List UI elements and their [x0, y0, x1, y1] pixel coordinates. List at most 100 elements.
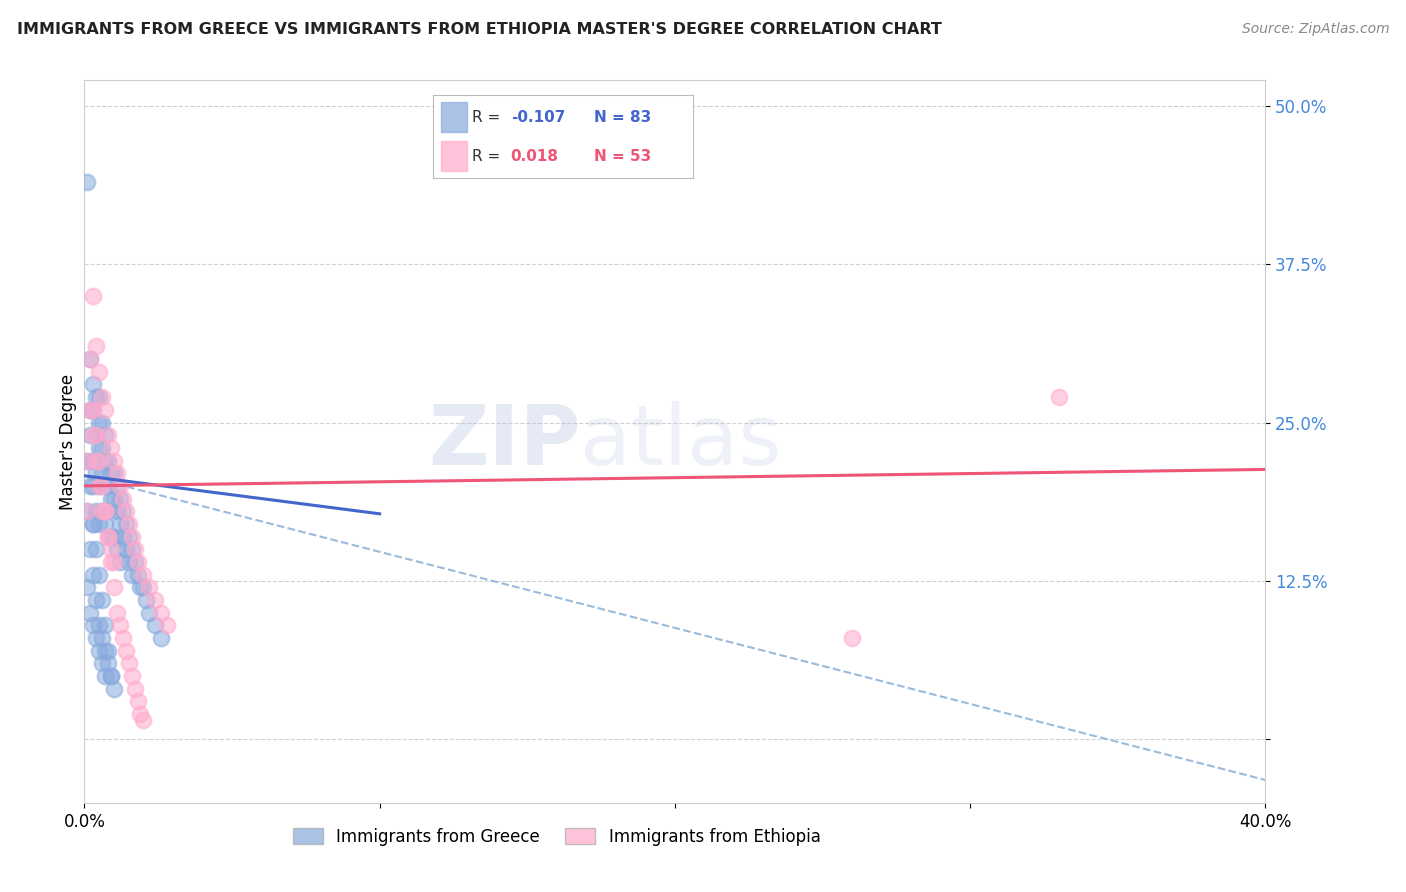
Point: [103, 453, 125, 467]
Point: [87, 516, 111, 531]
Point: [79, 402, 101, 417]
Point: [135, 593, 157, 607]
Point: [82, 516, 104, 531]
Point: [129, 707, 152, 722]
Point: [84, 390, 107, 404]
Point: [87, 365, 111, 379]
Point: [1047, 390, 1070, 404]
Point: [103, 580, 125, 594]
Point: [124, 542, 146, 557]
Point: [103, 555, 125, 569]
Point: [143, 618, 166, 632]
Point: [841, 631, 863, 645]
Point: [91, 441, 114, 455]
Legend: Immigrants from Greece, Immigrants from Ethiopia: Immigrants from Greece, Immigrants from …: [287, 821, 827, 852]
Point: [84, 504, 107, 518]
Point: [82, 289, 104, 303]
Point: [82, 479, 104, 493]
Point: [105, 479, 128, 493]
Point: [84, 339, 107, 353]
Point: [79, 606, 101, 620]
Point: [84, 542, 107, 557]
Point: [121, 669, 143, 683]
Point: [91, 390, 114, 404]
Point: [76, 504, 98, 518]
Point: [84, 453, 107, 467]
Point: [79, 428, 101, 442]
Point: [103, 681, 125, 696]
Point: [79, 352, 101, 367]
Point: [100, 530, 122, 544]
Point: [82, 402, 104, 417]
Point: [114, 516, 136, 531]
Point: [87, 479, 111, 493]
Point: [108, 479, 131, 493]
Point: [132, 714, 155, 728]
Point: [132, 580, 155, 594]
Point: [91, 416, 114, 430]
Text: IMMIGRANTS FROM GREECE VS IMMIGRANTS FROM ETHIOPIA MASTER'S DEGREE CORRELATION C: IMMIGRANTS FROM GREECE VS IMMIGRANTS FRO…: [17, 22, 942, 37]
Point: [97, 453, 120, 467]
Point: [76, 580, 98, 594]
Point: [150, 631, 173, 645]
Point: [100, 491, 122, 506]
Point: [150, 606, 173, 620]
Text: ZIP: ZIP: [427, 401, 581, 482]
Point: [84, 428, 107, 442]
Point: [108, 491, 131, 506]
Point: [87, 453, 111, 467]
Point: [87, 441, 111, 455]
Point: [100, 669, 122, 683]
Point: [127, 694, 149, 708]
Point: [91, 467, 114, 481]
Point: [100, 555, 122, 569]
Point: [124, 681, 146, 696]
Point: [94, 669, 117, 683]
Point: [94, 428, 117, 442]
Point: [138, 606, 160, 620]
Point: [100, 441, 122, 455]
Point: [105, 504, 128, 518]
Point: [100, 669, 122, 683]
Point: [111, 504, 134, 518]
Point: [118, 555, 141, 569]
Point: [129, 580, 152, 594]
Point: [97, 479, 120, 493]
Point: [105, 467, 128, 481]
Point: [94, 453, 117, 467]
Point: [91, 593, 114, 607]
Point: [79, 479, 101, 493]
Point: [91, 657, 114, 671]
Point: [108, 516, 131, 531]
Point: [138, 580, 160, 594]
Point: [97, 530, 120, 544]
Point: [94, 618, 117, 632]
Point: [97, 504, 120, 518]
Point: [118, 516, 141, 531]
Point: [79, 352, 101, 367]
Point: [94, 504, 117, 518]
Point: [118, 657, 141, 671]
Text: atlas: atlas: [581, 401, 782, 482]
Point: [94, 402, 117, 417]
Point: [82, 567, 104, 582]
Point: [105, 606, 128, 620]
Point: [127, 567, 149, 582]
Point: [91, 504, 114, 518]
Point: [143, 593, 166, 607]
Point: [111, 631, 134, 645]
Point: [76, 453, 98, 467]
Point: [108, 618, 131, 632]
Point: [82, 402, 104, 417]
Point: [84, 467, 107, 481]
Point: [94, 516, 117, 531]
Point: [132, 567, 155, 582]
Point: [87, 416, 111, 430]
Point: [118, 530, 141, 544]
Point: [121, 567, 143, 582]
Point: [114, 542, 136, 557]
Point: [91, 504, 114, 518]
Point: [103, 530, 125, 544]
Point: [108, 555, 131, 569]
Point: [79, 402, 101, 417]
